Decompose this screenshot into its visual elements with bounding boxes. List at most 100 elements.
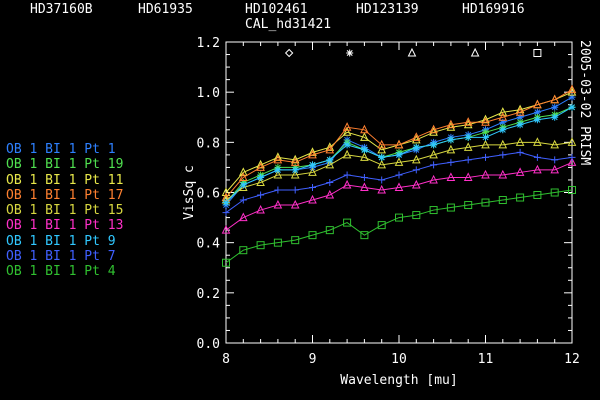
data-point <box>273 199 283 209</box>
data-point <box>550 164 560 174</box>
data-point <box>499 151 507 159</box>
y-tick-label: 0.0 <box>197 337 220 352</box>
data-point <box>325 189 335 199</box>
data-point <box>412 211 421 220</box>
data-point <box>360 182 369 191</box>
data-point <box>464 133 472 141</box>
data-point <box>446 122 456 131</box>
data-point <box>325 226 334 235</box>
data-point <box>412 166 420 174</box>
legend-entry: OB 1 BI 1 Pt 13 <box>6 218 124 234</box>
data-point <box>273 154 283 164</box>
data-point <box>238 172 248 181</box>
x-tick-label: 11 <box>478 352 494 367</box>
data-point <box>411 154 421 164</box>
data-point <box>377 221 386 230</box>
y-tick-label: 0.8 <box>197 136 220 151</box>
data-point <box>516 113 524 121</box>
data-point <box>256 241 265 250</box>
series-line <box>225 161 573 231</box>
data-point <box>551 103 559 111</box>
data-point <box>326 178 334 186</box>
data-point <box>257 191 265 199</box>
legend-entry: OB 1 BI 1 Pt 4 <box>6 264 116 280</box>
data-point <box>309 161 316 169</box>
data-point <box>291 186 299 194</box>
data-point <box>516 121 524 129</box>
data-point <box>342 149 352 159</box>
data-point <box>464 156 472 164</box>
data-point <box>498 139 508 149</box>
data-point <box>516 148 524 156</box>
data-point <box>429 127 438 136</box>
data-point <box>378 176 386 184</box>
data-point <box>447 136 455 144</box>
data-point <box>411 179 421 189</box>
x-tick-label: 10 <box>391 352 407 367</box>
data-point <box>550 188 559 197</box>
data-point <box>239 246 248 255</box>
target-marker <box>533 49 542 57</box>
data-point <box>430 161 438 169</box>
data-point <box>343 218 352 227</box>
target-marker <box>284 48 294 58</box>
header-target-1: HD37160B <box>30 2 93 17</box>
data-point <box>550 139 560 149</box>
series-line <box>225 141 573 201</box>
data-point <box>221 225 231 234</box>
data-point <box>533 164 542 174</box>
data-point <box>360 152 369 161</box>
data-point <box>360 173 368 181</box>
data-point <box>567 84 577 94</box>
legend-entry: OB 1 BI 1 Pt 11 <box>6 172 124 188</box>
data-point <box>463 119 473 129</box>
data-point <box>568 185 576 194</box>
data-point <box>551 113 559 121</box>
data-point <box>446 172 456 181</box>
data-point <box>498 107 508 116</box>
data-point <box>498 112 508 121</box>
data-point <box>429 124 438 134</box>
data-point <box>342 179 352 189</box>
data-point <box>515 167 525 176</box>
data-point <box>533 116 541 124</box>
data-point <box>447 158 455 166</box>
data-point <box>568 103 576 111</box>
data-point <box>395 171 403 179</box>
data-point <box>377 184 387 194</box>
data-point <box>533 153 541 161</box>
data-point <box>481 169 490 179</box>
date-label-box: 2005-03-02 PRISM <box>576 40 596 220</box>
data-point <box>395 151 403 159</box>
data-point <box>533 191 542 200</box>
x-tick-label: 8 <box>222 352 230 367</box>
data-point <box>326 156 334 164</box>
y-tick-label: 0.4 <box>197 237 221 252</box>
data-point <box>308 231 317 240</box>
data-point <box>308 194 317 204</box>
target-marker <box>470 47 480 57</box>
y-tick-label: 1.0 <box>197 86 220 101</box>
plot-marks: 0.0 0.2 0.4 0.6 0.8 1.0 1.2 8 9 10 11 12 Wavelength … <box>182 36 580 388</box>
header-target-3: HD102461 <box>245 2 308 17</box>
data-point <box>325 159 335 169</box>
y-axis-title: VisSq c <box>182 165 197 220</box>
data-point <box>308 167 317 176</box>
legend: OB 1 BI 1 Pt 1 OB 1 BI 1 Pt 19 OB 1 BI 1… <box>6 142 123 280</box>
data-point <box>257 173 265 181</box>
data-point <box>446 119 456 129</box>
data-point <box>429 174 438 184</box>
header-target-5: HD169916 <box>462 2 525 17</box>
date-label: 2005-03-02 PRISM <box>577 40 592 166</box>
series-line <box>225 189 573 264</box>
data-point <box>360 124 369 134</box>
legend-entry: OB 1 BI 1 Pt 7 <box>6 249 116 265</box>
x-tick-label: 12 <box>564 352 580 367</box>
data-point <box>222 199 230 207</box>
data-point <box>274 166 282 174</box>
legend-entry: OB 1 BI 1 Pt 15 <box>6 203 124 219</box>
data-point <box>464 201 473 210</box>
y-tick-label: 1.2 <box>197 36 220 51</box>
data-point <box>309 183 316 191</box>
data-point <box>238 167 248 176</box>
